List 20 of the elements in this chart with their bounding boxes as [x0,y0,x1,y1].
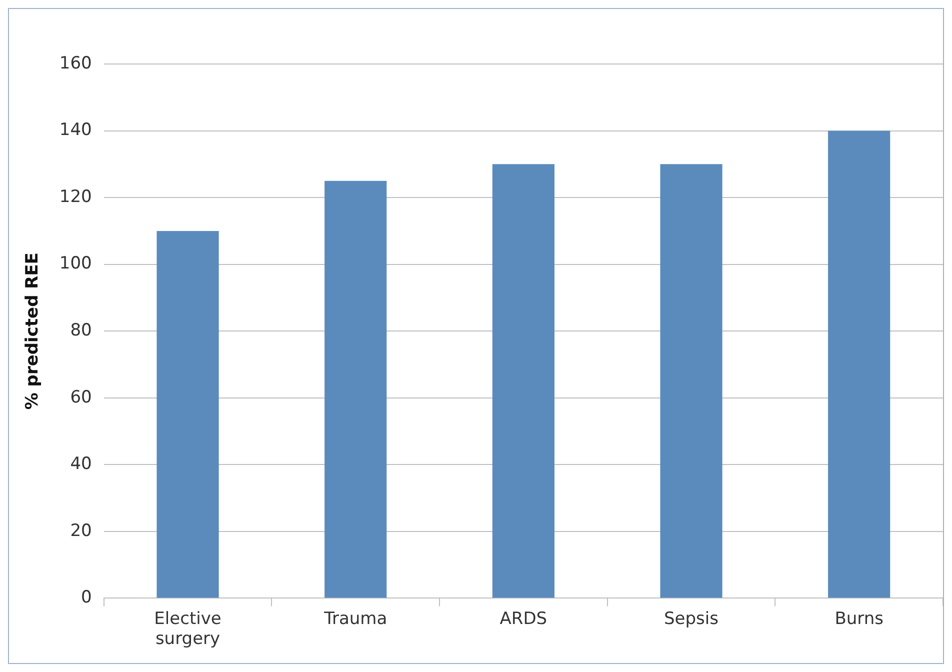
y-tick-label: 0 [81,588,92,608]
y-tick-label: 100 [59,254,92,274]
y-tick-label: 120 [59,186,92,207]
bar [660,164,722,598]
x-tick-label: Burns [834,608,884,629]
x-tick-label: ARDS [500,608,548,629]
bar [156,230,219,598]
y-tick-label: 140 [59,120,92,140]
x-tick-label: Trauma [323,608,388,629]
y-tick-label: 160 [59,53,92,74]
y-tick-label: 60 [70,387,92,408]
bar [828,130,890,598]
x-tick-label: Sepsis [664,608,719,629]
x-tick-label: Elective surgery [154,608,222,650]
bar [324,180,387,598]
bar [492,164,554,598]
y-axis-title: % predicted REE [22,252,43,410]
y-tick-label: 80 [70,320,92,341]
y-tick-label: 40 [70,454,92,474]
y-tick-label: 20 [70,520,92,541]
